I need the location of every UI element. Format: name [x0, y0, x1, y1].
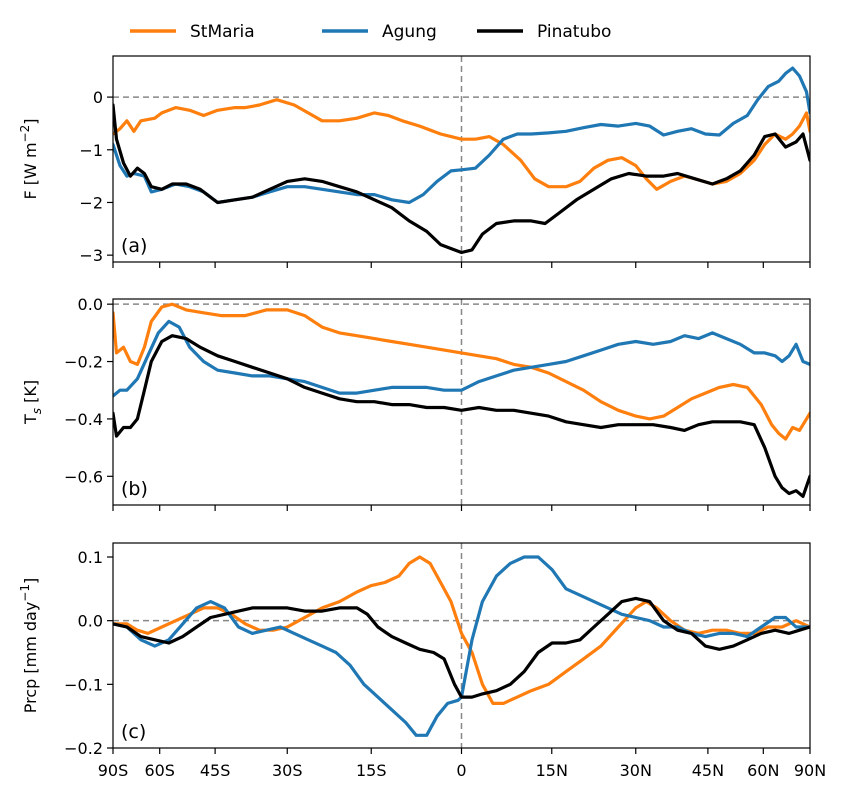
- panel-label: (c): [121, 721, 146, 743]
- legend-label-stmaria: StMaria: [190, 22, 255, 42]
- y-tick-label: −0.2: [64, 739, 103, 758]
- x-tick-label: 45N: [692, 761, 724, 780]
- y-tick-label: 0: [93, 88, 103, 107]
- x-axis-labels: 90S 60S 45S 30S 15S 0 15N 30N 45N 60N 90N: [98, 761, 826, 780]
- series-line-pinatubo: [113, 596, 810, 699]
- panels: 0 −1 −2 −3 (a) F [W m−2] 0.0 −0.2 −0.4 −0.6 (b) Ts …: [18, 55, 811, 758]
- legend: StMaria Agung Pinatubo: [130, 22, 611, 42]
- series-line-pinatubo: [113, 334, 810, 498]
- panel-b: 0.0 −0.2 −0.4 −0.6 (b) Ts [K]: [21, 295, 811, 511]
- x-tick-label: 15S: [356, 761, 387, 780]
- panel-c: 0.1 0.0 −0.1 −0.2 (c) Prcp [mm day−1]: [18, 542, 811, 758]
- x-tick-label: 60S: [144, 761, 175, 780]
- series-line-stmaria: [113, 302, 810, 441]
- y-axis-label: Ts [K]: [21, 380, 44, 425]
- series-line-pinatubo: [113, 103, 810, 255]
- series-line-stmaria: [113, 98, 810, 191]
- y-axis-label: F [W m−2]: [18, 119, 40, 200]
- series-line-agung: [113, 319, 810, 398]
- y-tick-label: −0.6: [64, 467, 103, 486]
- y-axis-label: Prcp [mm day−1]: [18, 578, 40, 714]
- y-tick-label: 0.1: [78, 548, 103, 567]
- x-tick-label: 90S: [98, 761, 129, 780]
- y-tick-label: 0.0: [78, 612, 103, 631]
- y-tick-label: −3: [79, 246, 103, 265]
- panel-label: (a): [121, 235, 147, 257]
- x-tick-label: 90N: [794, 761, 826, 780]
- y-tick-label: −2: [79, 193, 103, 212]
- x-tick-label: 0: [456, 761, 466, 780]
- y-tick-label: −0.2: [64, 353, 103, 372]
- legend-label-pinatubo: Pinatubo: [537, 22, 611, 42]
- legend-label-agung: Agung: [382, 22, 437, 42]
- y-tick-label: −0.4: [64, 410, 103, 429]
- x-tick-label: 15N: [536, 761, 568, 780]
- x-tick-label: 60N: [747, 761, 779, 780]
- x-tick-label: 30S: [272, 761, 303, 780]
- x-tick-label: 45S: [200, 761, 231, 780]
- y-tick-label: −1: [79, 141, 103, 160]
- panel-label: (b): [121, 478, 148, 500]
- y-tick-label: −0.1: [64, 675, 103, 694]
- y-tick-label: 0.0: [78, 295, 103, 314]
- panel-a: 0 −1 −2 −3 (a) F [W m−2]: [18, 55, 811, 268]
- x-tick-label: 30N: [620, 761, 652, 780]
